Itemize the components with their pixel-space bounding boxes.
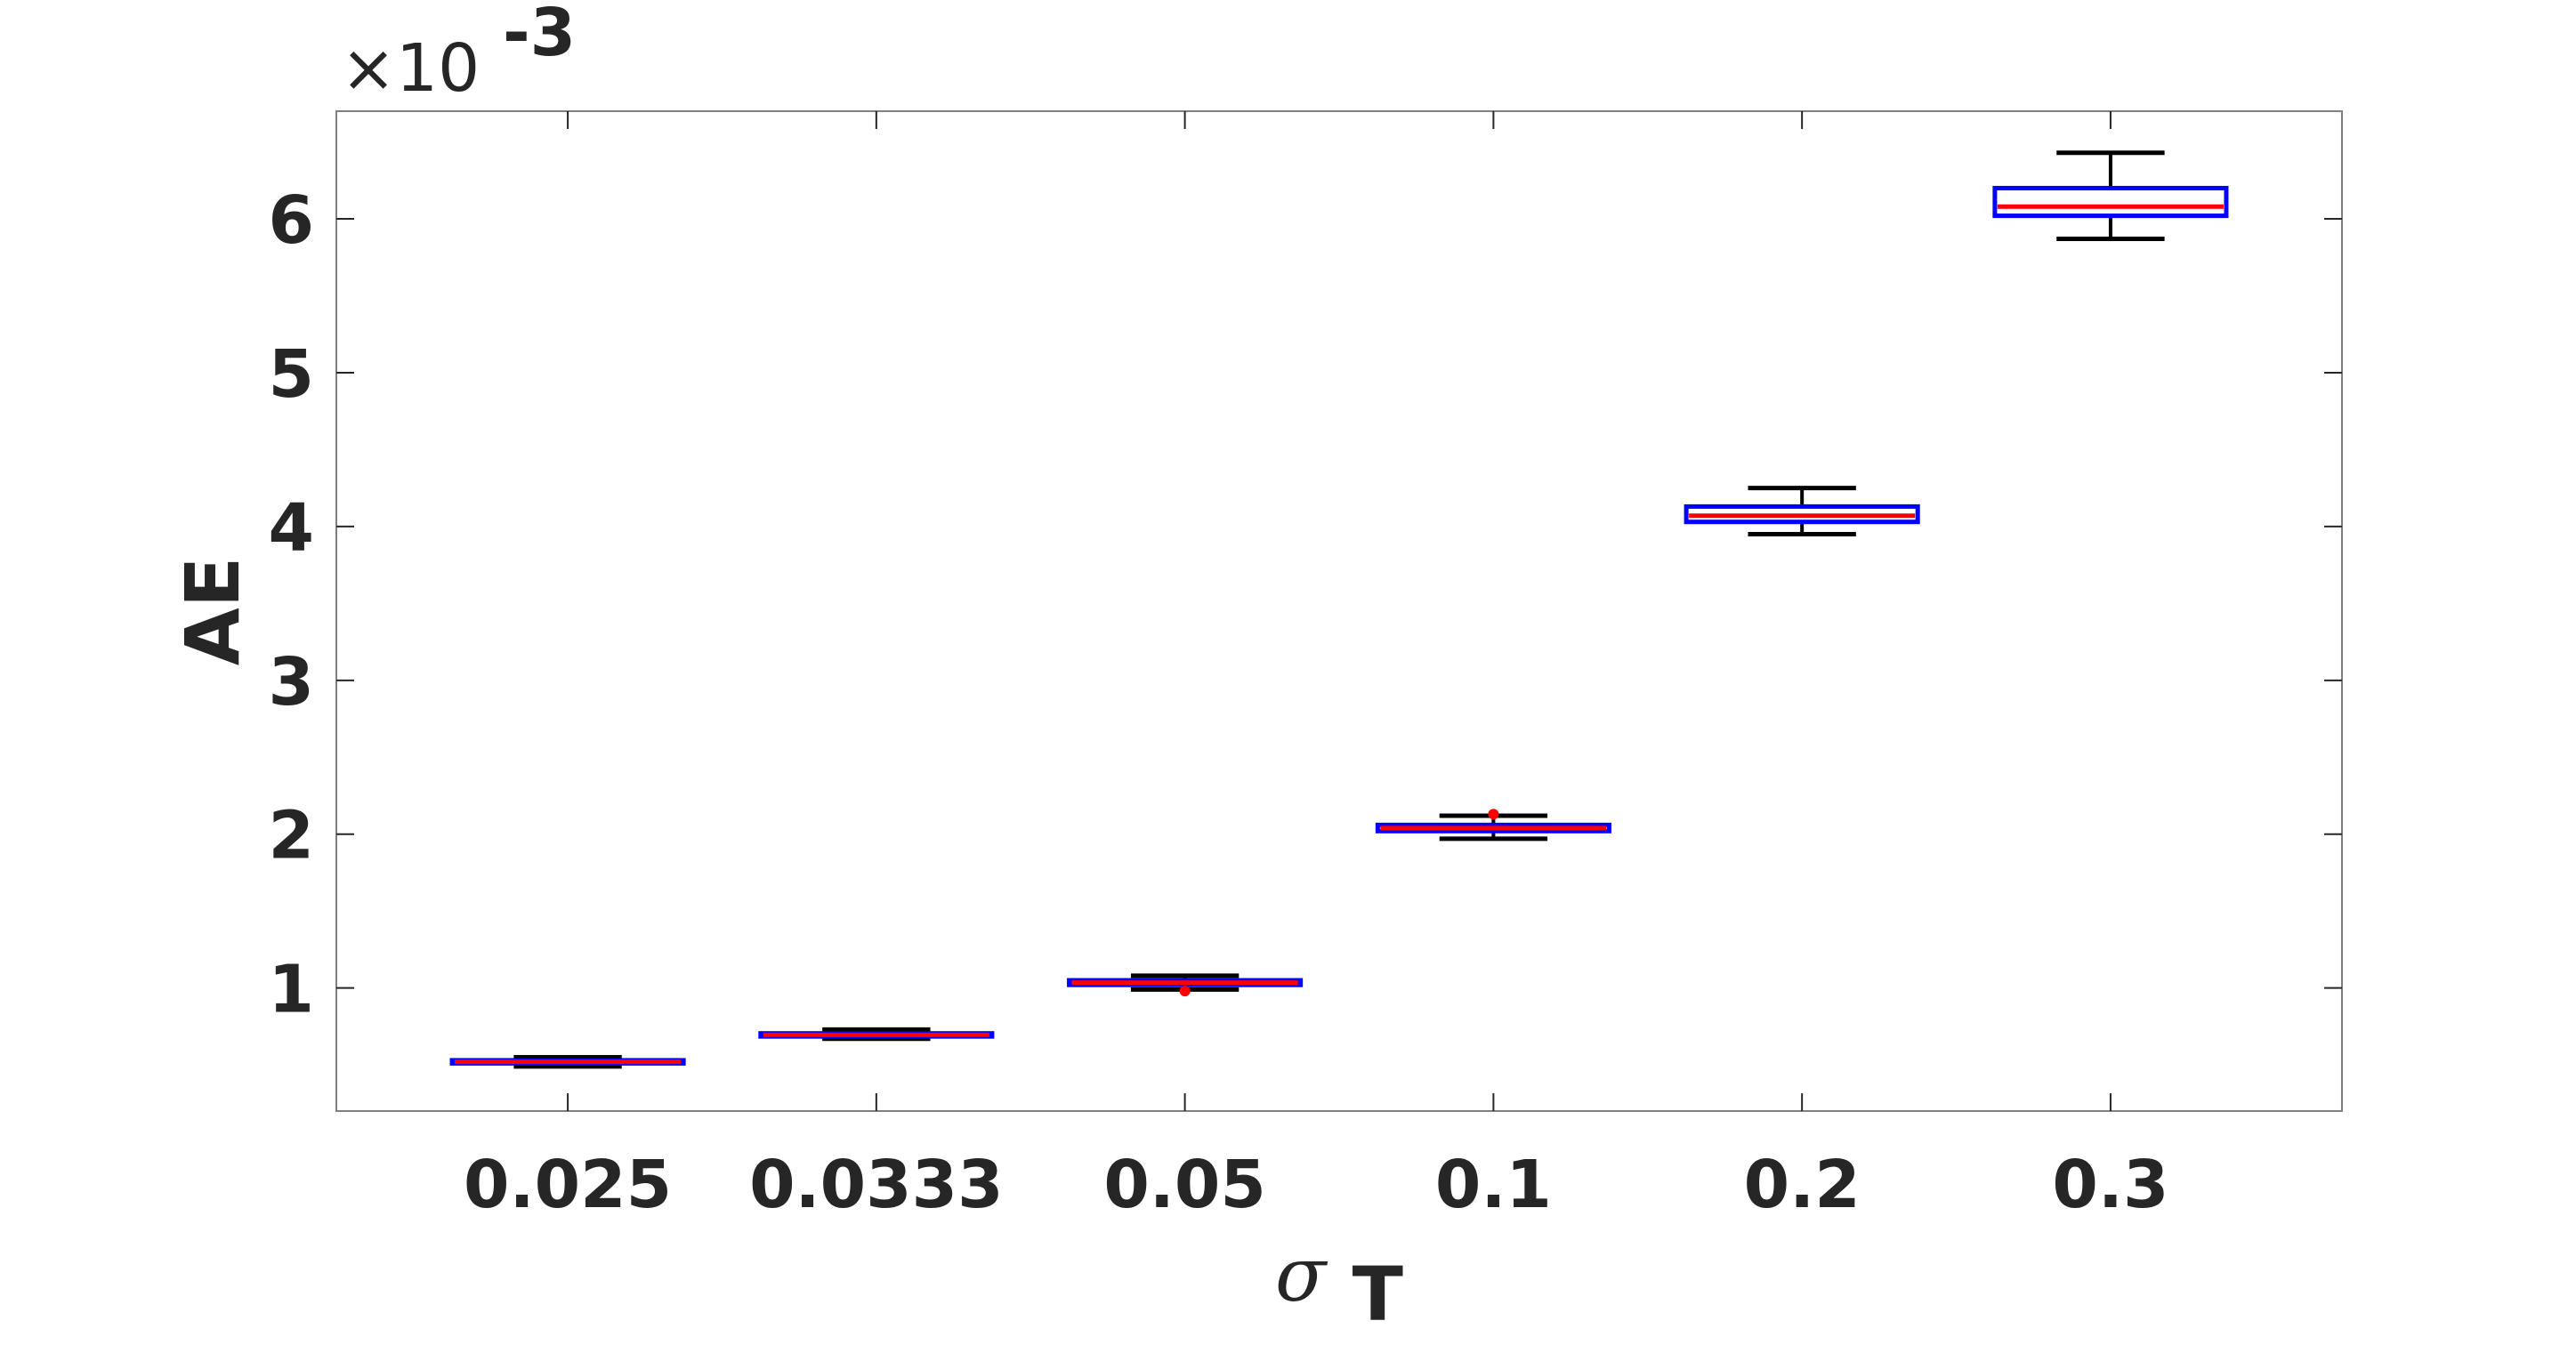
x-ticks: 0.025 0.0333 0.05 0.1 0.2 0.3 — [464, 111, 2168, 1223]
y-tick-label: 5 — [269, 336, 315, 413]
y-tick-label: 1 — [269, 952, 315, 1028]
outlier-point — [1488, 809, 1499, 820]
x-tick-label: 0.025 — [464, 1147, 672, 1223]
y-axis-multiplier-exponent: -3 — [503, 0, 576, 71]
box-body — [1992, 185, 2229, 219]
y-tick-label: 4 — [269, 490, 315, 567]
x-tick-label: 0.3 — [2052, 1147, 2168, 1223]
boxplot-series — [449, 150, 2229, 1069]
outlier-point — [1179, 986, 1191, 997]
y-axis-multiplier: ×10 -3 — [341, 0, 576, 107]
box-0.2 — [1684, 486, 1920, 537]
box-0.05 — [1067, 973, 1304, 997]
x-axis-label-subscript: T — [1353, 1251, 1403, 1338]
box-body — [1067, 978, 1304, 987]
x-tick-label: 0.2 — [1744, 1147, 1861, 1223]
y-ticks: 1 2 3 4 5 6 — [269, 182, 2342, 1028]
box-body — [1684, 503, 1920, 525]
x-axis-label: σ T — [1275, 1231, 1403, 1338]
x-tick-label: 0.0333 — [749, 1147, 1004, 1223]
box-0.025 — [449, 1054, 686, 1069]
y-tick-label: 3 — [269, 644, 315, 721]
y-tick-label: 2 — [269, 798, 315, 874]
x-tick-label: 0.1 — [1435, 1147, 1552, 1223]
box-0.1 — [1375, 809, 1611, 842]
x-axis-label-symbol: σ — [1275, 1231, 1328, 1318]
y-tick-label: 6 — [269, 182, 315, 259]
y-axis-label: AE — [169, 557, 256, 665]
y-axis-multiplier-prefix: ×10 — [341, 30, 480, 107]
plot-area — [335, 110, 2343, 1112]
x-tick-label: 0.05 — [1103, 1147, 1266, 1223]
box-0.3 — [1992, 150, 2229, 242]
box-body — [1375, 822, 1611, 834]
box-0.0333 — [758, 1027, 995, 1042]
